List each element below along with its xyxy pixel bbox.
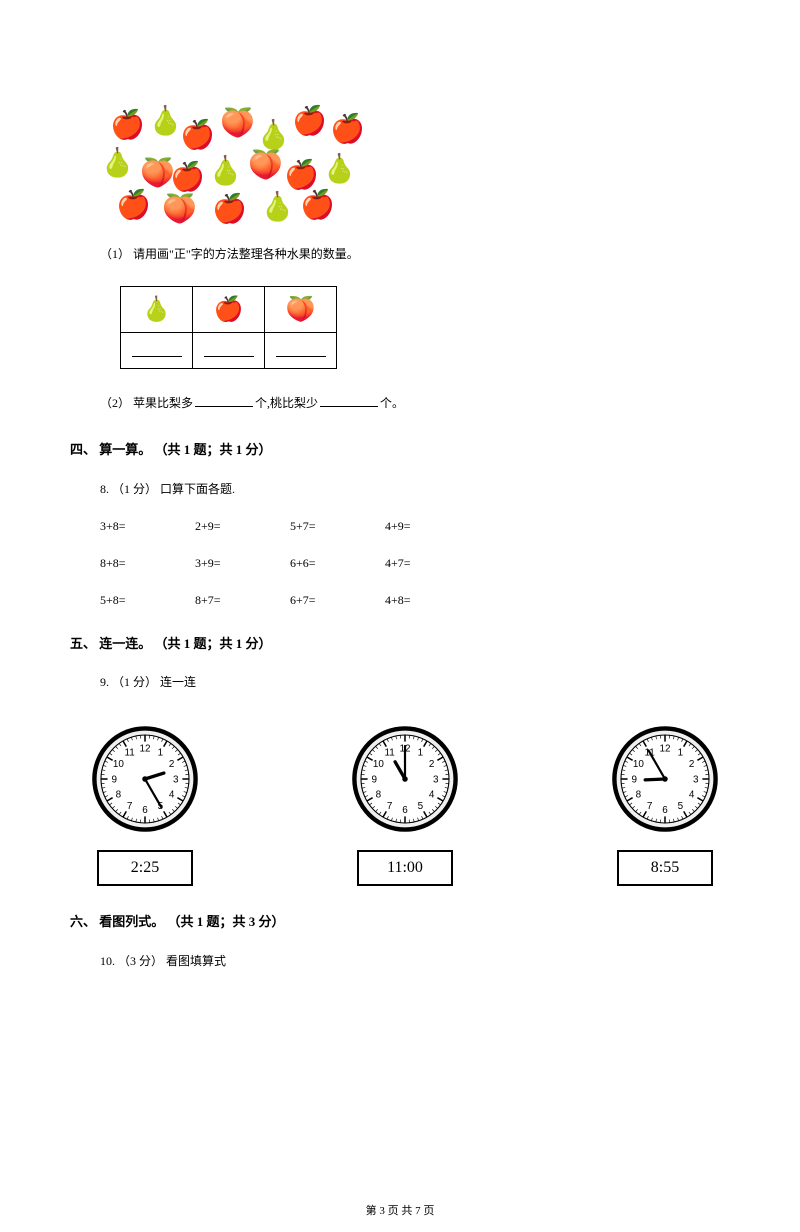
fruit-glyph: 🍐 xyxy=(260,190,295,224)
section-5-heading: 五、 连一连。 （共 1 题；共 1 分） xyxy=(70,634,730,655)
arith-expression: 5+8= xyxy=(100,593,195,608)
clock-group: 1234567891011128:55 xyxy=(610,724,720,886)
fruit-glyph: 🍎 xyxy=(180,118,215,152)
tally-cell-pear xyxy=(121,332,193,368)
arith-row: 5+8=8+7=6+7=4+8= xyxy=(100,593,730,608)
clocks-row: 1234567891011122:2512345678910111211:001… xyxy=(70,724,730,886)
fruit-glyph: 🍎 xyxy=(300,188,335,222)
svg-text:3: 3 xyxy=(693,774,699,785)
svg-text:8: 8 xyxy=(636,790,642,801)
svg-text:6: 6 xyxy=(402,805,408,816)
svg-text:10: 10 xyxy=(113,759,125,770)
fruit-glyph: 🍎 xyxy=(116,188,151,222)
svg-text:1: 1 xyxy=(418,748,424,759)
arith-expression: 6+6= xyxy=(290,556,385,571)
tally-header-pear: 🍐 xyxy=(121,286,193,332)
fruit-glyph: 🍑 xyxy=(162,192,197,226)
section-4-heading: 四、 算一算。 （共 1 题；共 1 分） xyxy=(70,440,730,461)
q7-part2: （2） 苹果比梨多 个,桃比梨少 个。 xyxy=(100,393,730,415)
svg-text:7: 7 xyxy=(127,801,133,812)
fruit-glyph: 🍐 xyxy=(100,146,135,180)
arith-expression: 4+8= xyxy=(385,593,480,608)
q7-part2-after: 个。 xyxy=(380,396,404,410)
svg-text:11: 11 xyxy=(384,748,395,759)
arith-expression: 6+7= xyxy=(290,593,385,608)
arith-expression: 8+8= xyxy=(100,556,195,571)
arith-expression: 5+7= xyxy=(290,519,385,534)
time-box: 2:25 xyxy=(97,850,193,886)
tally-header-peach: 🍑 xyxy=(265,286,337,332)
svg-text:1: 1 xyxy=(158,748,164,759)
fruit-glyph: 🍐 xyxy=(208,154,243,188)
svg-text:3: 3 xyxy=(173,774,179,785)
fruit-glyph: 🍎 xyxy=(212,192,247,226)
q7-part2-before: （2） 苹果比梨多 xyxy=(100,396,193,410)
svg-text:7: 7 xyxy=(387,801,393,812)
arith-row: 3+8=2+9=5+7=4+9= xyxy=(100,519,730,534)
svg-text:7: 7 xyxy=(647,801,653,812)
arith-expression: 4+9= xyxy=(385,519,480,534)
svg-text:12: 12 xyxy=(659,743,670,754)
svg-text:6: 6 xyxy=(662,805,668,816)
fruit-glyph: 🍑 xyxy=(248,148,283,182)
svg-text:4: 4 xyxy=(429,790,435,801)
svg-text:5: 5 xyxy=(678,801,684,812)
svg-text:10: 10 xyxy=(633,759,645,770)
clock-face: 123456789101112 xyxy=(90,724,200,834)
section-6-heading: 六、 看图列式。 （共 1 题；共 3 分） xyxy=(70,912,730,933)
svg-text:9: 9 xyxy=(371,774,377,785)
arith-expression: 4+7= xyxy=(385,556,480,571)
arith-expression: 8+7= xyxy=(195,593,290,608)
fruit-glyph: 🍎 xyxy=(110,108,145,142)
page-footer: 第 3 页 共 7 页 xyxy=(0,1202,800,1218)
q10-label: 10. （3 分） 看图填算式 xyxy=(100,951,730,973)
svg-text:4: 4 xyxy=(689,790,695,801)
arith-expression: 3+8= xyxy=(100,519,195,534)
q7-part2-mid: 个,桃比梨少 xyxy=(255,396,318,410)
tally-table: 🍐 🍎 🍑 xyxy=(120,286,337,369)
clock-face: 123456789101112 xyxy=(610,724,720,834)
svg-text:8: 8 xyxy=(376,790,382,801)
svg-text:4: 4 xyxy=(169,790,175,801)
svg-text:2: 2 xyxy=(689,759,695,770)
svg-text:10: 10 xyxy=(373,759,385,770)
fruit-glyph: 🍐 xyxy=(256,118,291,152)
arith-expression: 2+9= xyxy=(195,519,290,534)
q7-part1: （1） 请用画"正"字的方法整理各种水果的数量。 xyxy=(100,244,730,266)
fruit-glyph: 🍐 xyxy=(322,152,357,186)
arithmetic-grid: 3+8=2+9=5+7=4+9= 8+8=3+9=6+6=4+7= 5+8=8+7=… xyxy=(100,519,730,608)
arith-row: 8+8=3+9=6+6=4+7= xyxy=(100,556,730,571)
tally-cell-apple xyxy=(193,332,265,368)
clock-group: 12345678910111211:00 xyxy=(350,724,460,886)
svg-text:11: 11 xyxy=(124,748,135,759)
fruit-field: 🍎🍐🍎🍑🍐🍎🍎🍐🍑🍎🍐🍑🍎🍐🍎🍑🍎🍐🍎 xyxy=(100,100,380,220)
clock-face: 123456789101112 xyxy=(350,724,460,834)
fruit-glyph: 🍎 xyxy=(170,160,205,194)
time-box: 8:55 xyxy=(617,850,713,886)
svg-text:9: 9 xyxy=(631,774,637,785)
svg-text:8: 8 xyxy=(116,790,122,801)
fruit-glyph: 🍑 xyxy=(220,106,255,140)
q9-label: 9. （1 分） 连一连 xyxy=(100,672,730,694)
time-box: 11:00 xyxy=(357,850,453,886)
svg-text:3: 3 xyxy=(433,774,439,785)
svg-text:12: 12 xyxy=(139,743,150,754)
fruit-glyph: 🍐 xyxy=(148,104,183,138)
svg-text:2: 2 xyxy=(429,759,435,770)
fruit-glyph: 🍎 xyxy=(284,158,319,192)
tally-header-apple: 🍎 xyxy=(193,286,265,332)
svg-text:9: 9 xyxy=(111,774,117,785)
clock-group: 1234567891011122:25 xyxy=(90,724,200,886)
q8-label: 8. （1 分） 口算下面各题. xyxy=(100,479,730,501)
fruit-glyph: 🍎 xyxy=(330,112,365,146)
svg-text:6: 6 xyxy=(142,805,148,816)
tally-cell-peach xyxy=(265,332,337,368)
svg-text:5: 5 xyxy=(418,801,424,812)
fruit-glyph: 🍎 xyxy=(292,104,327,138)
svg-text:1: 1 xyxy=(678,748,684,759)
arith-expression: 3+9= xyxy=(195,556,290,571)
svg-text:2: 2 xyxy=(169,759,175,770)
